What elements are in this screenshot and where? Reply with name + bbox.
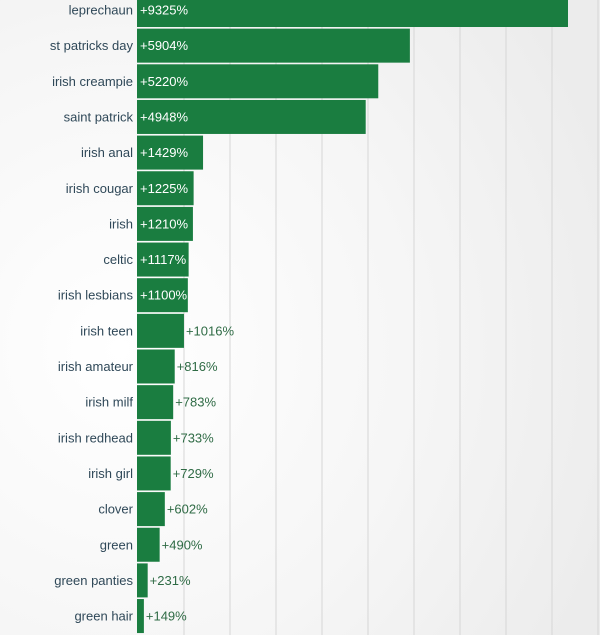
bar-11 <box>137 385 174 420</box>
category-label-2: irish creampie <box>52 74 133 89</box>
category-label-17: green hair <box>74 609 133 624</box>
bar-12 <box>137 420 171 455</box>
category-label-15: green <box>100 537 133 552</box>
category-label-1: st patricks day <box>50 38 134 53</box>
value-label-3: +4948% <box>140 109 189 124</box>
category-label-7: celtic <box>103 252 133 267</box>
value-label-4: +1429% <box>140 145 189 160</box>
value-label-6: +1210% <box>140 216 189 231</box>
category-label-16: green panties <box>54 573 133 588</box>
bar-10 <box>137 349 175 384</box>
value-label-5: +1225% <box>140 181 189 196</box>
category-label-12: irish redhead <box>58 430 133 445</box>
value-label-15: +490% <box>162 537 203 552</box>
category-label-6: irish <box>109 216 133 231</box>
category-label-5: irish cougar <box>66 181 134 196</box>
bars <box>137 0 568 634</box>
bar-16 <box>137 563 148 598</box>
bar-8 <box>137 278 188 313</box>
value-label-2: +5220% <box>140 74 189 89</box>
value-label-16: +231% <box>150 573 191 588</box>
bar-9 <box>137 313 184 348</box>
bar-0 <box>137 0 568 27</box>
value-label-12: +733% <box>173 430 214 445</box>
category-label-4: irish anal <box>81 145 133 160</box>
bar-5 <box>137 171 194 206</box>
category-labels: leprechaun st patricks day irish creampie s… <box>50 3 134 624</box>
bar-3 <box>137 99 366 134</box>
category-label-14: clover <box>98 502 133 517</box>
category-label-13: irish girl <box>88 466 133 481</box>
bar-2 <box>137 64 379 99</box>
bar-6 <box>137 206 193 241</box>
category-label-10: irish amateur <box>58 359 134 374</box>
value-label-17: +149% <box>146 609 187 624</box>
bar-14 <box>137 492 165 527</box>
category-label-9: irish teen <box>80 323 133 338</box>
value-label-7: +1117% <box>140 252 187 267</box>
bar-7 <box>137 242 189 277</box>
category-label-0: leprechaun <box>69 3 133 18</box>
value-label-13: +729% <box>173 466 214 481</box>
value-label-0: +9325% <box>140 3 189 18</box>
bar-13 <box>137 456 171 491</box>
value-label-8: +1100% <box>140 288 188 303</box>
bar-1 <box>137 28 410 63</box>
bar-15 <box>137 527 160 562</box>
value-labels: +9325% +5904% +5220% +4948% +1429% +1225% +121… <box>140 3 234 624</box>
category-label-11: irish milf <box>85 395 133 410</box>
value-label-14: +602% <box>167 502 208 517</box>
value-label-11: +783% <box>175 395 216 410</box>
bar-4 <box>137 135 204 170</box>
value-label-10: +816% <box>177 359 218 374</box>
category-label-8: irish lesbians <box>58 288 134 303</box>
value-label-1: +5904% <box>140 38 189 53</box>
value-label-9: +1016% <box>186 323 235 338</box>
category-label-3: saint patrick <box>64 109 134 124</box>
bar-17 <box>137 599 144 634</box>
